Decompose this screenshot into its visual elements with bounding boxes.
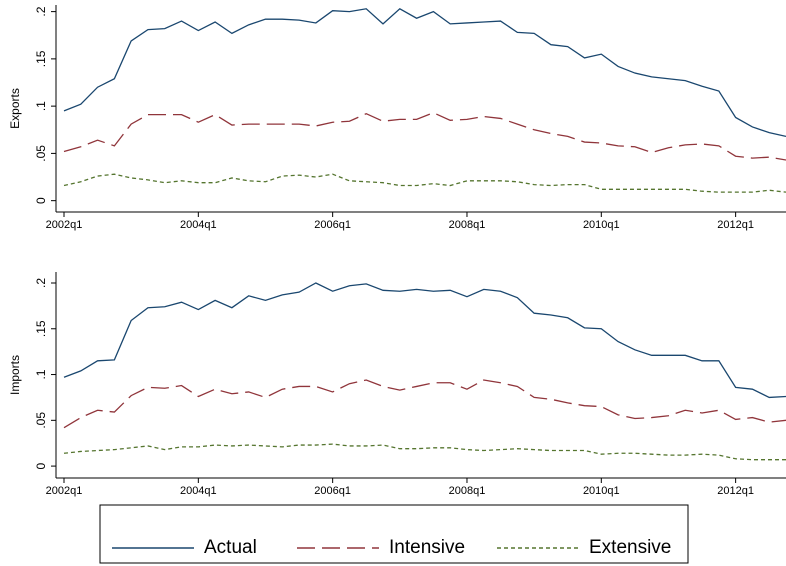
series-line	[63, 443, 786, 461]
x-tick-label: 2002q1	[46, 485, 83, 497]
x-tick-label: 2004q1	[180, 219, 217, 231]
y-tick-label: .05	[34, 145, 48, 162]
x-tick-label: 2008q1	[449, 219, 486, 231]
y-tick-label: .15	[34, 320, 48, 337]
y-axis-title: Exports	[8, 88, 22, 129]
series-line	[63, 173, 786, 193]
series-line	[63, 282, 786, 399]
legend-label: Intensive	[389, 537, 465, 558]
x-tick-label: 2012q1	[717, 485, 754, 497]
y-tick-label: .1	[34, 101, 48, 111]
y-tick-label: .2	[34, 6, 48, 16]
series-line	[63, 379, 786, 429]
legend-label: Extensive	[589, 537, 671, 558]
x-tick-label: 2012q1	[717, 219, 754, 231]
y-tick-label: .15	[34, 50, 48, 67]
y-tick-label: .1	[34, 369, 48, 379]
x-tick-label: 2008q1	[449, 485, 486, 497]
x-tick-label: 2006q1	[314, 485, 351, 497]
y-axis-title: Imports	[8, 355, 22, 395]
y-tick-label: .2	[34, 278, 48, 288]
series-line	[63, 7, 786, 138]
x-tick-label: 2010q1	[583, 485, 620, 497]
x-tick-label: 2004q1	[180, 485, 217, 497]
x-tick-label: 2010q1	[583, 219, 620, 231]
y-tick-label: 0	[34, 462, 48, 469]
legend-label: Actual	[204, 537, 257, 558]
x-tick-label: 2002q1	[46, 219, 83, 231]
x-tick-label: 2006q1	[314, 219, 351, 231]
y-tick-label: .05	[34, 412, 48, 429]
series-line	[63, 112, 786, 161]
y-tick-label: 0	[34, 197, 48, 204]
legend-box	[99, 504, 689, 564]
